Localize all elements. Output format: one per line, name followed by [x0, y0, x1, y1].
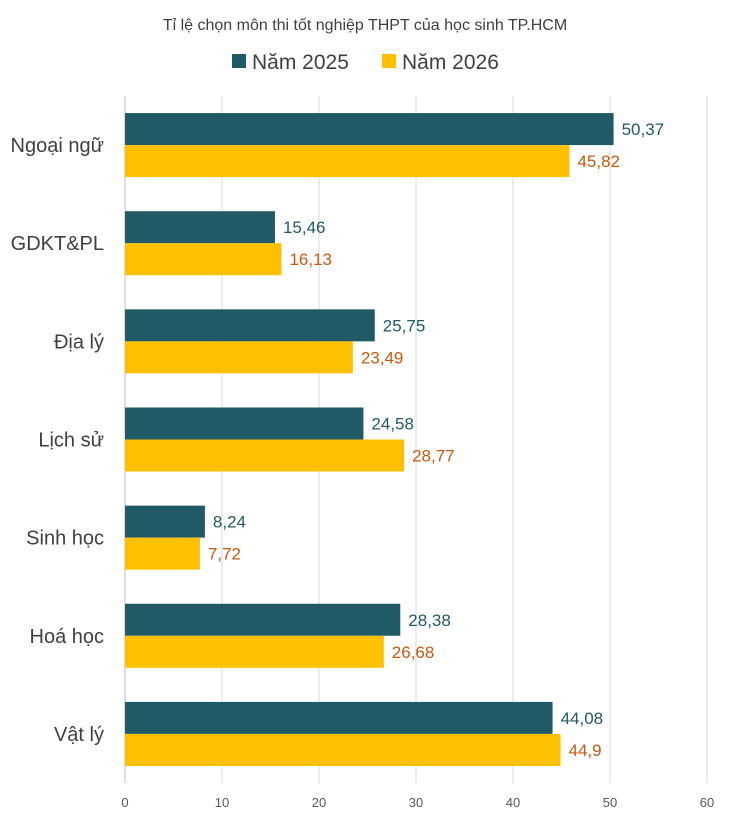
data-label-2026: 23,49: [361, 348, 404, 367]
x-tick-label: 30: [409, 795, 423, 810]
data-label-2026: 7,72: [208, 545, 241, 564]
x-tick-label: 0: [121, 795, 128, 810]
data-label-2025: 44,08: [561, 709, 604, 728]
legend-label-2025: Năm 2025: [252, 51, 349, 74]
data-label-2025: 25,75: [383, 316, 426, 335]
data-label-2026: 16,13: [289, 250, 332, 269]
bar-2026: [125, 439, 405, 472]
data-label-2026: 26,68: [392, 643, 435, 662]
bar-2026: [125, 635, 384, 668]
bar-2025: [125, 113, 614, 146]
data-label-2026: 28,77: [412, 447, 455, 466]
bar-2025: [125, 701, 553, 734]
data-label-2025: 15,46: [283, 218, 326, 237]
bar-2025: [125, 505, 205, 538]
bar-2026: [125, 341, 353, 374]
bar-2025: [125, 309, 375, 342]
category-label: Địa lý: [54, 331, 104, 353]
legend-swatch-2026: [382, 54, 396, 68]
data-label-2025: 24,58: [371, 415, 414, 434]
category-labels: Ngoại ngữ GDKT&PL Địa lý Lịch sử Sinh học Hoá…: [11, 135, 104, 746]
category-label: GDKT&PL: [11, 233, 104, 255]
bars: [125, 113, 614, 766]
data-label-2026: 44,9: [569, 741, 602, 760]
legend-label-2026: Năm 2026: [402, 51, 499, 74]
category-label: Sinh học: [26, 528, 104, 550]
bar-2026: [125, 733, 561, 766]
x-tick-labels: 0 10 20 30 40 50 60: [121, 795, 714, 810]
data-label-2025: 28,38: [408, 611, 451, 630]
x-tick-label: 40: [506, 795, 520, 810]
x-tick-label: 10: [215, 795, 229, 810]
chart-title: Tỉ lệ chọn môn thi tốt nghiệp THPT của h…: [163, 17, 567, 34]
category-label: Vật lý: [54, 724, 104, 746]
x-tick-label: 60: [700, 795, 714, 810]
legend: Năm 2025 Năm 2026: [232, 51, 499, 74]
data-label-2026: 45,82: [577, 152, 620, 171]
category-label: Ngoại ngữ: [11, 135, 104, 157]
x-tick-label: 20: [312, 795, 326, 810]
bar-2025: [125, 603, 401, 636]
data-label-2025: 50,37: [622, 120, 665, 139]
bar-2025: [125, 211, 275, 244]
category-label: Lịch sử: [38, 430, 104, 452]
bar-2026: [125, 145, 570, 178]
legend-swatch-2025: [232, 54, 246, 68]
bar-2026: [125, 537, 200, 570]
bar-2026: [125, 243, 282, 276]
category-label: Hoá học: [30, 626, 105, 648]
bar-2025: [125, 407, 364, 440]
data-label-2025: 8,24: [213, 513, 246, 532]
x-tick-label: 50: [603, 795, 617, 810]
